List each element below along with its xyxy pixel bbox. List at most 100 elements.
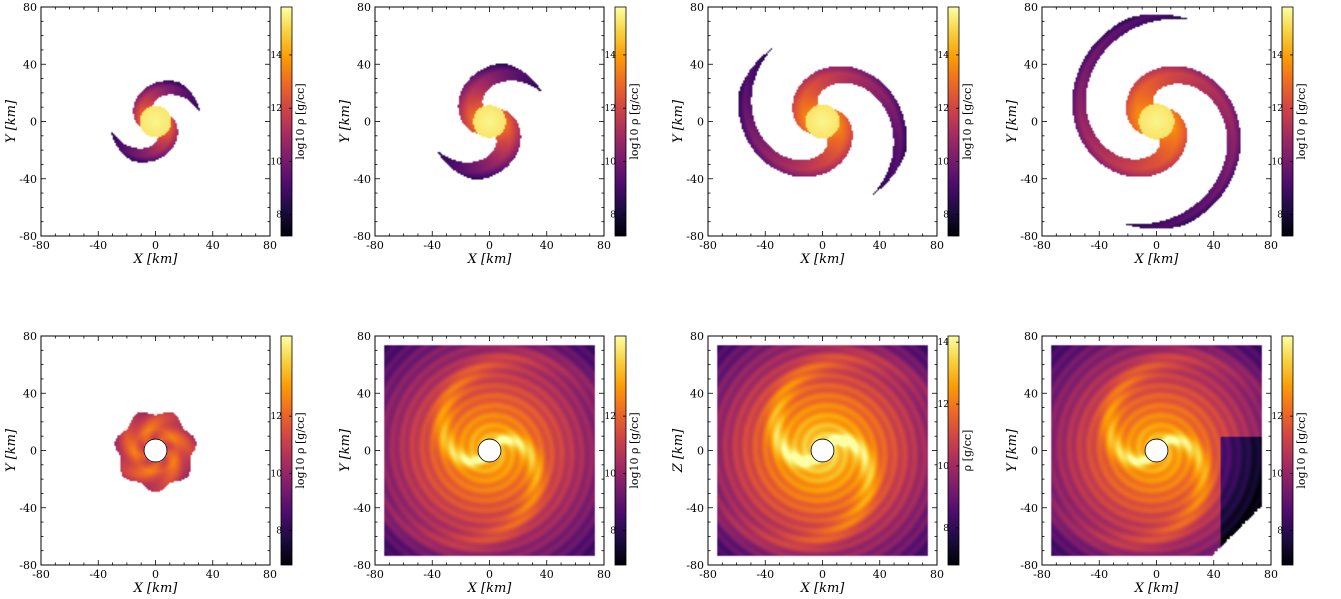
- y-tick-label: 40: [23, 387, 37, 400]
- y-tick-label: 80: [690, 330, 704, 343]
- panel-0-3: -80 -40 0 40 80 -80 -40 0 40 80 X [km] Y [km] 8 10 12 1…: [1005, 1, 1308, 267]
- y-axis-label: Y [km]: [338, 99, 353, 143]
- y-tick-label: 0: [1031, 116, 1038, 129]
- colorbar-tick-label: 8: [610, 211, 616, 221]
- y-tick-label: -40: [686, 173, 704, 186]
- y-tick-label: 80: [357, 1, 371, 14]
- colorbar-tick-label: 12: [1272, 104, 1283, 114]
- x-tick-label: -40: [756, 568, 774, 581]
- y-tick-label: 80: [357, 330, 371, 343]
- y-tick-label: 40: [690, 387, 704, 400]
- y-tick-label: 40: [1024, 58, 1038, 71]
- y-axis-label: Y [km]: [338, 428, 353, 472]
- x-tick-label: 0: [486, 239, 493, 252]
- colorbar-label: log10 ρ [g/cc]: [294, 412, 307, 488]
- colorbar: [948, 336, 959, 565]
- y-tick-label: 40: [357, 387, 371, 400]
- x-tick-label: 40: [540, 239, 554, 252]
- density-map: [375, 7, 604, 236]
- y-tick-label: -40: [353, 502, 371, 515]
- colorbar-tick-label: 12: [271, 412, 282, 422]
- x-axis-label: X [km]: [467, 581, 513, 596]
- x-tick-label: 0: [152, 239, 159, 252]
- panel-1-0: -80 -40 0 40 80-80-4004080X [km]Y [km]81012 l…: [4, 330, 307, 596]
- x-tick-label: 40: [1207, 239, 1221, 252]
- colorbar-tick-label: 10: [1272, 157, 1284, 167]
- x-axis-label: X [km]: [467, 252, 513, 267]
- x-tick-label: -40: [1090, 239, 1108, 252]
- y-axis-label: Z [km]: [671, 428, 686, 473]
- colorbar-tick-label: 10: [938, 462, 950, 472]
- colorbar: [948, 7, 959, 236]
- colorbar-tick-label: 10: [271, 469, 283, 479]
- colorbar-label: log10 ρ [g/cc]: [1295, 412, 1308, 488]
- x-tick-label: -40: [756, 239, 774, 252]
- x-tick-label: 0: [819, 568, 826, 581]
- panel-0-0: -80 -40 0 40 80 -80 -40 0 40 80 X [km] Y [km] 8 10 12 1…: [4, 1, 307, 267]
- y-tick-label: 0: [364, 116, 371, 129]
- y-tick-label: 0: [364, 445, 371, 458]
- x-tick-label: -40: [423, 568, 441, 581]
- y-tick-label: 0: [30, 116, 37, 129]
- colorbar-tick-label: 12: [271, 104, 282, 114]
- colorbar-tick-label: 10: [605, 469, 617, 479]
- x-tick-label: 80: [1264, 239, 1278, 252]
- y-tick-label: -80: [1020, 559, 1038, 572]
- y-tick-label: -80: [1020, 230, 1038, 243]
- x-axis-label: X [km]: [133, 581, 179, 596]
- density-map: [41, 7, 270, 236]
- central-hole: [1145, 439, 1168, 462]
- x-tick-label: 0: [486, 568, 493, 581]
- y-tick-label: -40: [19, 502, 37, 515]
- colorbar-label: log10 ρ [g/cc]: [628, 83, 641, 159]
- colorbar-tick-label: 10: [605, 157, 617, 167]
- y-tick-label: -80: [19, 230, 37, 243]
- colorbar-tick-label: 14: [938, 51, 950, 61]
- x-axis-label: X [km]: [1134, 581, 1180, 596]
- colorbar-tick-label: 8: [943, 211, 949, 221]
- y-tick-label: -80: [686, 559, 704, 572]
- colorbar-label: log10 ρ [g/cc]: [961, 83, 974, 159]
- x-axis-label: X [km]: [133, 252, 179, 267]
- y-tick-label: 0: [697, 116, 704, 129]
- y-tick-label: -40: [353, 173, 371, 186]
- density-map: [1042, 7, 1271, 236]
- colorbar: [615, 7, 626, 236]
- x-tick-label: 0: [152, 568, 159, 581]
- colorbar-label: ρ [g/cc]: [961, 430, 974, 472]
- x-tick-label: 40: [206, 239, 220, 252]
- colorbar-tick-label: 10: [271, 157, 283, 167]
- x-tick-label: 0: [1153, 239, 1160, 252]
- x-tick-label: -40: [89, 568, 107, 581]
- colorbar-tick-label: 10: [938, 157, 950, 167]
- colorbar-tick-label: 8: [610, 527, 616, 537]
- x-tick-label: 0: [1153, 568, 1160, 581]
- colorbar-tick-label: 12: [938, 104, 949, 114]
- y-tick-label: -40: [19, 173, 37, 186]
- colorbar-tick-label: 8: [1277, 527, 1283, 537]
- colorbar-tick-label: 12: [605, 412, 616, 422]
- y-tick-label: 80: [23, 1, 37, 14]
- colorbar-tick-label: 12: [605, 104, 616, 114]
- colorbar-tick-label: 12: [938, 400, 949, 410]
- y-tick-label: -80: [353, 230, 371, 243]
- central-hole: [811, 439, 834, 462]
- panel-1-3: -80 -40 0 40 80 -80 -40 0 40 80 X [km] Y [km] 8 10 12 l…: [1005, 330, 1308, 596]
- x-tick-label: 40: [1207, 568, 1221, 581]
- x-tick-label: -40: [1090, 568, 1108, 581]
- colorbar-label: log10 ρ [g/cc]: [628, 412, 641, 488]
- colorbar-tick-label: 14: [605, 51, 617, 61]
- y-tick-label: 40: [357, 58, 371, 71]
- y-tick-label: 0: [697, 445, 704, 458]
- y-tick-label: -40: [1020, 502, 1038, 515]
- x-tick-label: -40: [89, 239, 107, 252]
- y-tick-label: 80: [690, 1, 704, 14]
- x-tick-label: 80: [1264, 568, 1278, 581]
- central-hole: [144, 439, 167, 462]
- y-tick-label: -80: [686, 230, 704, 243]
- colorbar-tick-label: 14: [271, 51, 283, 61]
- y-tick-label: 40: [23, 58, 37, 71]
- x-tick-label: -40: [423, 239, 441, 252]
- y-axis-label: Y [km]: [4, 428, 19, 472]
